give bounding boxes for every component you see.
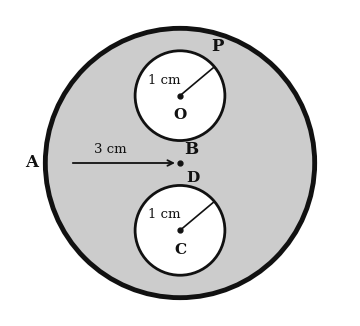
Text: P: P [211, 38, 224, 55]
Text: C: C [174, 243, 186, 257]
Text: B: B [184, 141, 199, 157]
Text: 1 cm: 1 cm [148, 208, 180, 221]
Circle shape [135, 185, 225, 275]
Text: D: D [187, 171, 200, 185]
Text: A: A [26, 155, 39, 171]
Circle shape [45, 28, 315, 298]
Text: O: O [174, 108, 186, 122]
Text: 1 cm: 1 cm [148, 74, 180, 87]
Text: 3 cm: 3 cm [94, 143, 127, 156]
Circle shape [135, 51, 225, 141]
